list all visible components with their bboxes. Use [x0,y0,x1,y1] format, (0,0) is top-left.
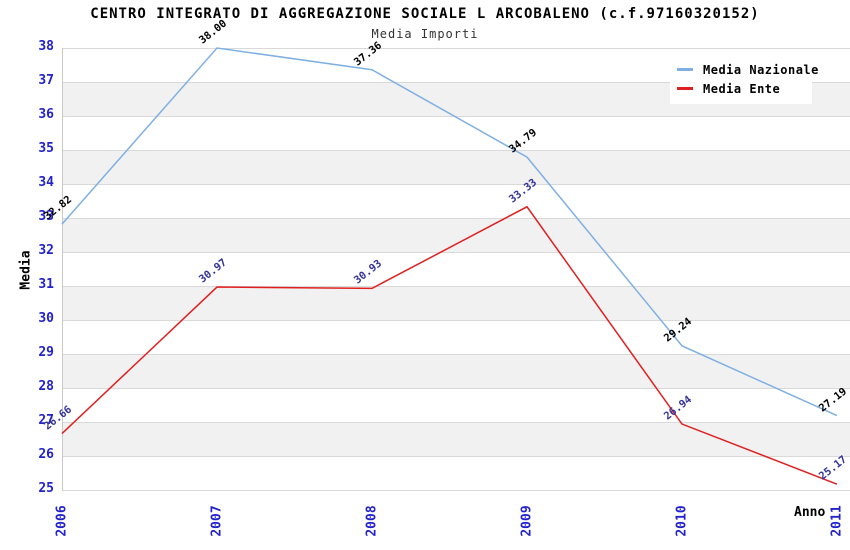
plot-band [62,388,850,422]
x-tick-label: 2010 [674,505,690,537]
legend-label-media-ente: Media Ente [703,81,781,96]
y-tick-label: 30 [38,311,54,326]
gridline [62,320,850,321]
legend-line-swatch-nazionale [677,68,693,71]
plot-band [62,354,850,388]
x-tick-label: 2008 [364,505,380,537]
gridline [62,388,850,389]
x-tick-label: 2007 [209,505,225,537]
chart-title: CENTRO INTEGRATO DI AGGREGAZIONE SOCIALE… [90,6,760,22]
gridline [62,286,850,287]
chart-subtitle: Media Importi [371,27,479,41]
x-axis-title: Anno [794,505,826,520]
gridline [62,218,850,219]
y-tick-label: 36 [38,107,54,122]
gridline [62,252,850,253]
legend-item-media-nazionale: Media Nazionale [677,60,818,79]
plot-band [62,218,850,252]
y-tick-label: 34 [38,175,54,190]
plot-band [62,252,850,286]
x-tick-label: 2011 [829,505,845,537]
plot-band [62,422,850,456]
x-tick-label: 2006 [54,505,70,537]
plot-band [62,456,850,490]
gridline [62,354,850,355]
plot-band [62,184,850,218]
y-tick-label: 38 [38,39,54,54]
y-tick-label: 37 [38,73,54,88]
legend-label-media-nazionale: Media Nazionale [703,62,819,77]
plot-band [62,116,850,150]
y-tick-label: 33 [38,209,54,224]
y-axis-title: Media [18,250,34,290]
y-tick-label: 29 [38,345,54,360]
gridline [62,150,850,151]
y-tick-label: 31 [38,277,54,292]
plot-band [62,320,850,354]
y-tick-label: 26 [38,447,54,462]
gridline [62,184,850,185]
gridline [62,422,850,423]
y-tick-label: 25 [38,481,54,496]
gridline [62,116,850,117]
y-axis-line [62,48,63,491]
legend-item-media-ente: Media Ente [677,79,812,98]
plot-band [62,286,850,320]
legend: Media Nazionale Media Ente [670,54,818,104]
y-tick-label: 35 [38,141,54,156]
x-tick-label: 2009 [519,505,535,537]
gridline [62,456,850,457]
gridline [62,490,850,491]
gridline [62,48,850,49]
plot-area [62,48,850,491]
y-tick-label: 27 [38,413,54,428]
y-tick-label: 32 [38,243,54,258]
y-tick-label: 28 [38,379,54,394]
legend-line-swatch-ente [677,87,693,90]
plot-band [62,150,850,184]
